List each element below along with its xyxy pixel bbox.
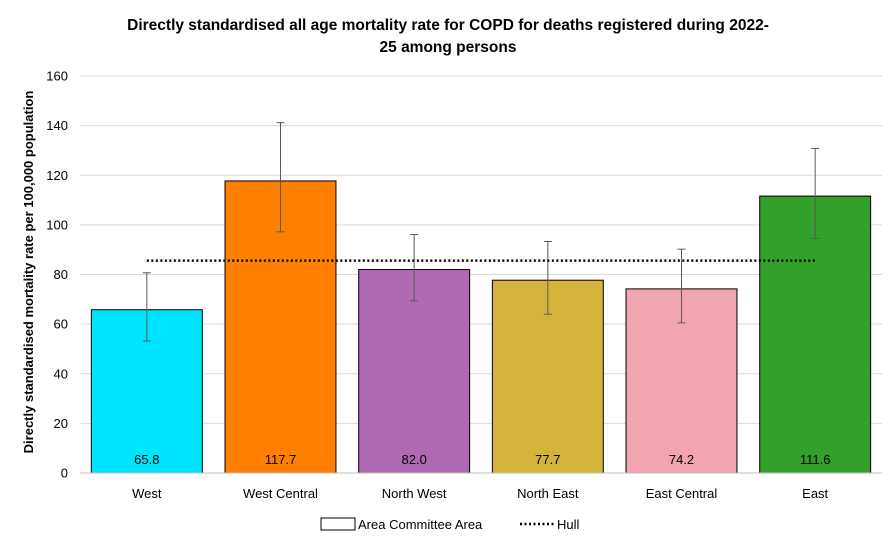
y-tick-label: 80 <box>54 267 68 282</box>
error-bar <box>811 147 820 240</box>
x-tick-label: West Central <box>243 486 318 501</box>
bar <box>358 269 471 474</box>
y-tick-label: 60 <box>54 317 68 332</box>
error-bar <box>410 234 419 302</box>
legend-label-hull: Hull <box>557 517 580 532</box>
data-label: 111.6 <box>800 452 831 467</box>
data-label: 117.7 <box>265 452 297 467</box>
legend: Area Committee Area Hull <box>320 517 580 532</box>
y-tick-label: 20 <box>54 416 68 431</box>
y-tick-label: 40 <box>54 366 68 381</box>
x-tick-label: East <box>802 486 828 501</box>
chart-title-line-1: Directly standardised all age mortality … <box>127 17 769 34</box>
x-tick-label: North East <box>517 486 579 501</box>
legend-label-area: Area Committee Area <box>358 517 483 532</box>
error-bar <box>142 272 151 342</box>
y-tick-label: 0 <box>61 466 68 481</box>
y-tick-label: 120 <box>46 168 68 183</box>
error-bar <box>543 240 552 315</box>
gridlines <box>80 75 882 424</box>
x-axis-ticks: West West Central North West North East East… <box>132 486 828 501</box>
x-tick-label: North West <box>382 486 447 501</box>
legend-swatch-area <box>320 517 356 531</box>
error-bar <box>276 122 285 233</box>
x-tick-label: East Central <box>646 486 718 501</box>
error-bars <box>142 122 820 342</box>
data-label: 77.7 <box>535 452 560 467</box>
y-tick-label: 160 <box>46 69 68 84</box>
data-label: 65.8 <box>134 452 159 467</box>
y-tick-label: 140 <box>46 118 68 133</box>
bar <box>491 279 604 474</box>
y-tick-label: 100 <box>46 217 68 232</box>
y-axis-label: Directly standardised mortality rate per… <box>21 91 36 454</box>
data-label: 82.0 <box>402 452 427 467</box>
x-tick-label: West <box>132 486 162 501</box>
chart-title-line-2: 25 among persons <box>380 39 517 56</box>
error-bar <box>677 248 686 324</box>
y-axis-ticks: 0 20 40 60 80 100 120 140 160 <box>46 69 68 481</box>
bar <box>759 195 872 474</box>
data-label: 74.2 <box>669 452 694 467</box>
value-labels: 65.8 117.7 82.0 77.7 74.2 111.6 <box>134 452 830 467</box>
